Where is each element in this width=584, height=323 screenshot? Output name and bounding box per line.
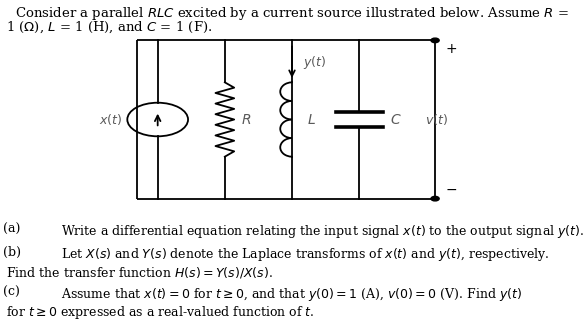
Text: $R$: $R$ xyxy=(241,112,252,127)
Text: for $t \geq 0$ expressed as a real-valued function of $t$.: for $t \geq 0$ expressed as a real-value… xyxy=(6,304,314,321)
Text: $x(t)$: $x(t)$ xyxy=(99,112,123,127)
Text: $y(t)$: $y(t)$ xyxy=(303,54,326,71)
Text: (c): (c) xyxy=(3,286,20,299)
Text: (a): (a) xyxy=(3,223,20,236)
Circle shape xyxy=(431,196,439,201)
Text: −: − xyxy=(446,183,457,197)
Text: (b): (b) xyxy=(3,246,21,259)
Text: Let $X(s)$ and $Y(s)$ denote the Laplace transforms of $x(t)$ and $y(t)$, respec: Let $X(s)$ and $Y(s)$ denote the Laplace… xyxy=(61,246,550,263)
Text: Assume that $x(t) = 0$ for $t \geq 0$, and that $y(0) = 1$ (A), $v(0) = 0$ (V). : Assume that $x(t) = 0$ for $t \geq 0$, a… xyxy=(61,286,523,303)
Text: Consider a parallel $\mathit{RLC}$ excited by a current source illustrated below: Consider a parallel $\mathit{RLC}$ excit… xyxy=(15,5,569,22)
Text: Write a differential equation relating the input signal $x(t)$ to the output sig: Write a differential equation relating t… xyxy=(61,223,584,240)
Text: $C$: $C$ xyxy=(390,112,401,127)
Text: +: + xyxy=(446,42,457,56)
Text: Find the transfer function $H(s) = Y(s)/X(s)$.: Find the transfer function $H(s) = Y(s)/… xyxy=(6,265,273,280)
Text: 1 ($\Omega$), $\mathit{L}$ = 1 (H), and $\mathit{C}$ = 1 (F).: 1 ($\Omega$), $\mathit{L}$ = 1 (H), and … xyxy=(6,19,213,35)
Text: $L$: $L$ xyxy=(307,112,315,127)
Circle shape xyxy=(431,38,439,43)
Text: $v(t)$: $v(t)$ xyxy=(425,112,447,127)
